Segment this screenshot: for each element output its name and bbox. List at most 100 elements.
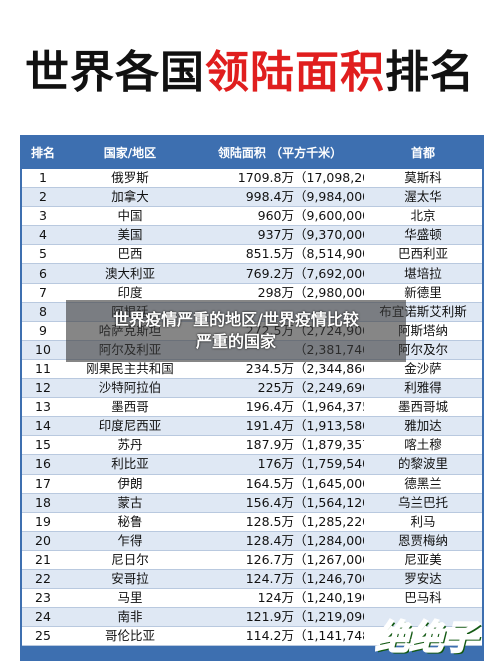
area-km2: （1,219,090） [294,609,364,625]
cell-rank: 20 [22,531,64,551]
cell-country: 沙特阿拉伯 [64,378,196,399]
area-wan: 128.4万 [245,532,294,548]
area-wan: 960万 [257,208,294,224]
cell-capital: 金沙萨 [364,359,482,380]
cell-rank: 22 [22,569,64,590]
cell-capital: 渥太华 [364,187,482,208]
cell-capital: 的黎波里 [364,454,482,475]
cell-capital: 喀土穆 [364,435,482,456]
cell-area: 196.4万（1,964,375） [196,397,364,418]
area-wan: 124万 [257,590,294,606]
cell-capital: 利马 [364,512,482,532]
cell-country: 蒙古 [64,493,196,513]
cell-area: 960万（9,600,000） [196,206,364,227]
cell-rank: 16 [22,454,64,475]
cell-rank: 21 [22,550,64,570]
title-part-1: 世界各国 [25,46,205,98]
cell-rank: 3 [22,206,64,227]
area-km2: （8,514,900） [294,246,364,262]
title-banner: 世界各国领陆面积排名 [0,0,500,135]
cell-rank: 9 [22,321,64,341]
caption-overlay: 世界疫情严重的地区/世界疫情比较 严重的国家 [66,300,406,362]
table-body: 1俄罗斯1709.8万（17,098,200）莫斯科2加拿大998.4万（9,9… [22,169,482,647]
area-wan: 998.4万 [245,189,294,205]
area-km2: （2,980,000） [294,284,364,300]
area-km2: （1,564,120） [294,494,364,510]
header-rank: 排名 [22,135,64,169]
area-km2: （1,267,000） [294,551,364,567]
area-wan: 121.9万 [245,609,294,625]
cell-area: 234.5万（2,344,860） [196,359,364,380]
area-km2: （1,645,000） [294,475,364,491]
cell-country: 巴西 [64,244,196,265]
cell-rank: 17 [22,474,64,494]
cell-area: 128.4万（1,284,000） [196,531,364,551]
cell-capital: 莫斯科 [364,169,482,189]
cell-country: 乍得 [64,531,196,551]
cell-country: 伊朗 [64,474,196,494]
cell-rank: 11 [22,359,64,380]
cell-capital: 罗安达 [364,569,482,590]
area-wan: 126.7万 [245,551,294,567]
cell-area: 937万（9,370,000） [196,225,364,246]
area-km2: （9,600,000） [294,208,364,224]
cell-country: 哥伦比亚 [64,626,196,647]
cell-area: 225万（2,249,690） [196,378,364,399]
cell-capital: 雅加达 [364,416,482,437]
cell-country: 中国 [64,206,196,227]
cell-area: 1709.8万（17,098,200） [196,169,364,189]
area-wan: 176万 [257,456,294,472]
cell-capital: 乌兰巴托 [364,493,482,513]
cell-area: 126.7万（1,267,000） [196,550,364,570]
header-country: 国家/地区 [64,135,196,169]
cell-area: 769.2万（7,692,000） [196,263,364,284]
cell-rank: 2 [22,187,64,208]
area-km2: （2,249,690） [294,380,364,396]
ranking-table: 排名 国家/地区 领陆面积 （平方千米） 首都 1 俄罗斯 1709.8万（17,0… [22,135,482,647]
cell-area: 121.9万（1,219,090） [196,607,364,628]
cell-country: 澳大利亚 [64,263,196,284]
cell-capital [364,626,482,647]
cell-country: 美国 [64,225,196,246]
area-wan: 769.2万 [245,265,294,281]
cell-rank: 4 [22,225,64,246]
area-km2: （1,913,580） [294,418,364,434]
area-km2: （1,964,375） [294,399,364,415]
area-km2: （1,246,700） [294,571,364,587]
cell-area: 851.5万（8,514,900） [196,244,364,265]
cell-capital: 墨西哥城 [364,397,482,418]
area-wan: 114.2万 [245,628,294,644]
cell-area: 124万（1,240,190） [196,588,364,609]
ranking-table-container: 排名 国家/地区 领陆面积 （平方千米） 首都 1 俄罗斯 1709.8万（17,0… [20,135,484,661]
area-km2: （2,344,860） [294,360,364,376]
cell-area: 114.2万（1,141,748） [196,626,364,647]
area-wan: 1709.8万 [237,170,294,186]
area-km2: （9,984,000） [294,189,364,205]
area-wan: 298万 [257,284,294,300]
cell-country: 刚果民主共和国 [64,359,196,380]
cell-rank: 25 [22,626,64,647]
cell-capital [364,607,482,628]
cell-rank: 10 [22,340,64,360]
cell-rank: 12 [22,378,64,399]
cell-rank: 13 [22,397,64,418]
cell-area: 176万（1,759,540） [196,454,364,475]
area-wan: 187.9万 [245,437,294,453]
area-km2: （17,098,200） [294,170,364,186]
cell-rank: 7 [22,283,64,303]
cell-country: 利比亚 [64,454,196,475]
cell-area: 128.5万（1,285,220） [196,512,364,532]
